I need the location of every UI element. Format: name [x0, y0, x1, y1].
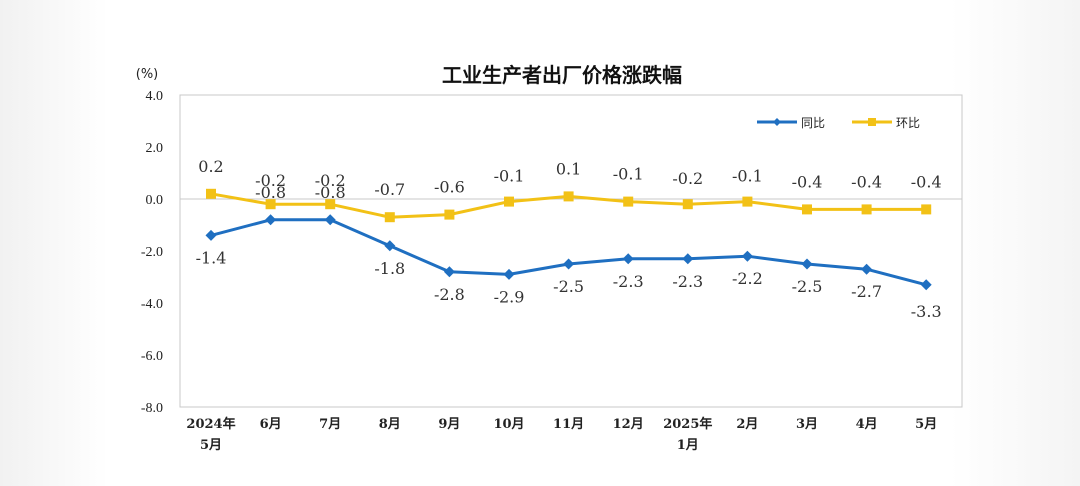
plot-area — [179, 94, 963, 408]
y-tick-label: -6.0 — [141, 349, 163, 364]
series-0-data-label: -2.2 — [732, 269, 763, 288]
series-0-data-label: -2.5 — [553, 277, 584, 296]
y-tick-label: 2.0 — [146, 141, 164, 156]
series-0-point — [503, 268, 515, 280]
x-tick-label: 1月 — [677, 438, 699, 453]
series-1-point — [265, 199, 276, 210]
legend-marker-1 — [868, 118, 876, 126]
series-0-point — [443, 266, 455, 278]
series-1-data-label: -0.2 — [672, 169, 703, 188]
series-0-point — [741, 250, 753, 262]
series-1-point — [444, 209, 455, 220]
x-tick-label: 5月 — [200, 438, 222, 453]
series-0-point — [384, 240, 396, 252]
series-0-data-label: -0.8 — [315, 183, 346, 202]
series-1-point — [802, 204, 812, 215]
series-0-point — [622, 253, 634, 265]
y-tick-label: 0.0 — [146, 193, 164, 208]
series-1-point — [384, 212, 395, 223]
series-0-data-label: -2.3 — [672, 272, 703, 291]
series-1-point — [325, 199, 336, 210]
series-1-data-label: -0.1 — [613, 165, 644, 184]
series-0-point — [265, 214, 277, 226]
series-0-data-label: -1.4 — [196, 248, 227, 267]
x-tick-label: 2月 — [736, 417, 758, 432]
series-1-data-label: -0.2 — [315, 171, 346, 190]
series-0-point — [324, 214, 336, 226]
series-1-data-label: 0.1 — [556, 159, 581, 178]
series-1-point — [206, 188, 216, 199]
x-tick-label: 8月 — [379, 417, 401, 432]
x-tick-label: 10月 — [493, 417, 524, 432]
x-tick-label: 6月 — [260, 417, 282, 432]
series-1-data-label: -0.4 — [911, 172, 942, 191]
series-0-point — [861, 263, 873, 275]
x-tick-label: 9月 — [438, 417, 460, 432]
series-0-data-label: -2.9 — [494, 287, 525, 306]
y-tick-label: 4.0 — [146, 89, 164, 104]
series-0-data-label: -2.5 — [792, 277, 823, 296]
legend-label-1: 环比 — [896, 116, 920, 130]
series-0-data-label: -0.8 — [255, 183, 286, 202]
y-tick-label: -8.0 — [141, 401, 163, 416]
series-1-point — [742, 196, 753, 207]
series-1-point — [623, 196, 634, 207]
series-1-data-label: -0.1 — [732, 167, 763, 186]
series-1-data-label: 0.2 — [198, 157, 223, 176]
y-tick-label: -4.0 — [141, 297, 163, 312]
x-tick-label: 7月 — [319, 417, 341, 432]
series-0-point — [801, 258, 813, 270]
series-1-point — [861, 204, 872, 215]
legend: 同比 环比 — [757, 116, 920, 130]
chart-title: 工业生产者出厂价格涨跌幅 — [442, 63, 682, 87]
series-1-data-label: -0.1 — [494, 167, 525, 186]
series-1-point — [682, 199, 693, 210]
x-tick-label: 3月 — [796, 417, 818, 432]
series-0-point — [682, 253, 694, 265]
x-tick-label: 5月 — [915, 417, 937, 432]
x-tick-label: 2025年 — [663, 416, 712, 432]
series-1-data-label: -0.6 — [434, 178, 465, 197]
series-1-point — [921, 204, 932, 215]
series-1-point — [504, 196, 514, 207]
series-0-point — [563, 258, 575, 270]
series-0-point — [205, 229, 217, 241]
series-1-data-label: -0.4 — [792, 172, 823, 191]
x-tick-label: 2024年 — [186, 416, 235, 432]
y-tick-label: -2.0 — [141, 245, 163, 260]
x-tick-label: 12月 — [613, 417, 644, 432]
legend-label-0: 同比 — [801, 116, 825, 130]
series-1-data-label: -0.7 — [374, 180, 405, 199]
series-1-data-label: -0.2 — [255, 171, 286, 190]
x-tick-label: 4月 — [856, 417, 878, 432]
series-0-data-label: -2.3 — [613, 272, 644, 291]
series-0-data-label: -1.8 — [374, 259, 405, 278]
series-0-data-label: -2.7 — [851, 282, 882, 301]
series-1-data-label: -0.4 — [851, 172, 882, 191]
series-0-data-label: -2.8 — [434, 285, 465, 304]
y-axis-unit: (%) — [136, 67, 159, 82]
legend-marker-0 — [773, 118, 781, 126]
series-0-point — [920, 279, 932, 291]
series-0-data-label: -3.3 — [911, 302, 942, 321]
x-tick-label: 11月 — [553, 417, 584, 432]
series-1-point — [563, 191, 574, 202]
